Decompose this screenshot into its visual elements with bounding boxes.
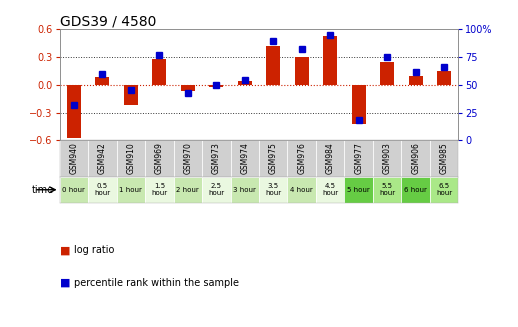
Text: 1 hour: 1 hour xyxy=(119,187,142,193)
Bar xyxy=(430,177,458,203)
Bar xyxy=(287,140,316,177)
Text: GSM973: GSM973 xyxy=(212,143,221,175)
Text: 5 hour: 5 hour xyxy=(348,187,370,193)
Bar xyxy=(344,140,373,177)
Text: ■: ■ xyxy=(60,278,70,288)
Bar xyxy=(231,140,259,177)
Text: GSM942: GSM942 xyxy=(98,143,107,174)
Text: 5.5
hour: 5.5 hour xyxy=(379,183,395,196)
Bar xyxy=(266,46,280,85)
Bar xyxy=(202,140,231,177)
Bar xyxy=(145,140,174,177)
Bar xyxy=(401,177,430,203)
Bar xyxy=(259,177,287,203)
Text: ■: ■ xyxy=(60,245,70,255)
Bar xyxy=(174,140,202,177)
Bar xyxy=(124,85,138,105)
Text: 4.5
hour: 4.5 hour xyxy=(322,183,338,196)
Bar xyxy=(316,140,344,177)
Bar xyxy=(174,177,202,203)
Bar xyxy=(430,140,458,177)
Bar xyxy=(287,177,316,203)
Bar xyxy=(231,177,259,203)
Bar xyxy=(67,85,81,139)
Bar xyxy=(437,71,451,85)
Text: 1.5
hour: 1.5 hour xyxy=(151,183,167,196)
Bar xyxy=(117,140,145,177)
Bar xyxy=(352,85,366,124)
Text: GSM906: GSM906 xyxy=(411,143,420,175)
Bar xyxy=(209,85,223,87)
Text: 6 hour: 6 hour xyxy=(404,187,427,193)
Bar xyxy=(409,76,423,85)
Bar xyxy=(316,177,344,203)
Text: 0 hour: 0 hour xyxy=(62,187,85,193)
Text: 6.5
hour: 6.5 hour xyxy=(436,183,452,196)
Text: GDS39 / 4580: GDS39 / 4580 xyxy=(60,14,156,28)
Bar xyxy=(60,140,88,177)
Bar xyxy=(401,140,430,177)
Text: percentile rank within the sample: percentile rank within the sample xyxy=(74,278,239,288)
Bar xyxy=(60,177,88,203)
Text: GSM970: GSM970 xyxy=(183,143,192,175)
Bar xyxy=(238,81,252,85)
Text: GSM977: GSM977 xyxy=(354,143,363,175)
Text: GSM940: GSM940 xyxy=(69,143,78,175)
Bar xyxy=(202,177,231,203)
Text: GSM903: GSM903 xyxy=(383,143,392,175)
Text: GSM910: GSM910 xyxy=(126,143,135,174)
Bar xyxy=(117,177,145,203)
Text: 4 hour: 4 hour xyxy=(291,187,313,193)
Text: GSM975: GSM975 xyxy=(269,143,278,175)
Text: time: time xyxy=(32,185,54,195)
Bar xyxy=(373,140,401,177)
Bar xyxy=(152,59,166,85)
Text: 2.5
hour: 2.5 hour xyxy=(208,183,224,196)
Text: GSM985: GSM985 xyxy=(440,143,449,174)
Bar xyxy=(88,140,117,177)
Text: GSM976: GSM976 xyxy=(297,143,306,175)
Bar xyxy=(344,177,373,203)
Text: 3 hour: 3 hour xyxy=(233,187,256,193)
Bar xyxy=(295,57,309,85)
Bar xyxy=(380,62,394,85)
Text: log ratio: log ratio xyxy=(74,245,114,255)
Text: GSM984: GSM984 xyxy=(326,143,335,174)
Bar xyxy=(181,85,195,91)
Text: GSM974: GSM974 xyxy=(240,143,249,175)
Text: 2 hour: 2 hour xyxy=(177,187,199,193)
Bar xyxy=(145,177,174,203)
Text: 0.5
hour: 0.5 hour xyxy=(94,183,110,196)
Text: GSM969: GSM969 xyxy=(155,143,164,175)
Text: 3.5
hour: 3.5 hour xyxy=(265,183,281,196)
Bar xyxy=(95,77,109,85)
Bar xyxy=(88,177,117,203)
Bar xyxy=(259,140,287,177)
Bar xyxy=(373,177,401,203)
Bar xyxy=(323,36,337,85)
